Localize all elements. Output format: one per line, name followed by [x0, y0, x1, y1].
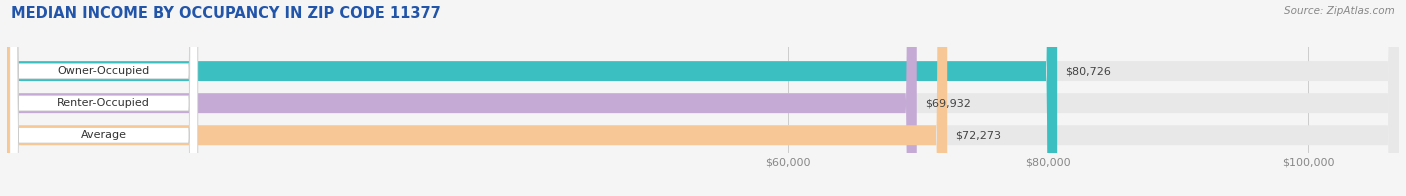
- Text: Source: ZipAtlas.com: Source: ZipAtlas.com: [1284, 6, 1395, 16]
- Text: Average: Average: [80, 130, 127, 140]
- Text: $69,932: $69,932: [925, 98, 972, 108]
- FancyBboxPatch shape: [10, 0, 198, 196]
- FancyBboxPatch shape: [10, 0, 198, 196]
- FancyBboxPatch shape: [7, 0, 948, 196]
- FancyBboxPatch shape: [7, 0, 1057, 196]
- Text: $72,273: $72,273: [956, 130, 1001, 140]
- FancyBboxPatch shape: [7, 0, 1399, 196]
- Text: MEDIAN INCOME BY OCCUPANCY IN ZIP CODE 11377: MEDIAN INCOME BY OCCUPANCY IN ZIP CODE 1…: [11, 6, 441, 21]
- FancyBboxPatch shape: [7, 0, 917, 196]
- FancyBboxPatch shape: [7, 0, 1399, 196]
- FancyBboxPatch shape: [7, 0, 1399, 196]
- Text: $80,726: $80,726: [1066, 66, 1111, 76]
- Text: Owner-Occupied: Owner-Occupied: [58, 66, 150, 76]
- Text: Renter-Occupied: Renter-Occupied: [58, 98, 150, 108]
- FancyBboxPatch shape: [10, 0, 198, 196]
